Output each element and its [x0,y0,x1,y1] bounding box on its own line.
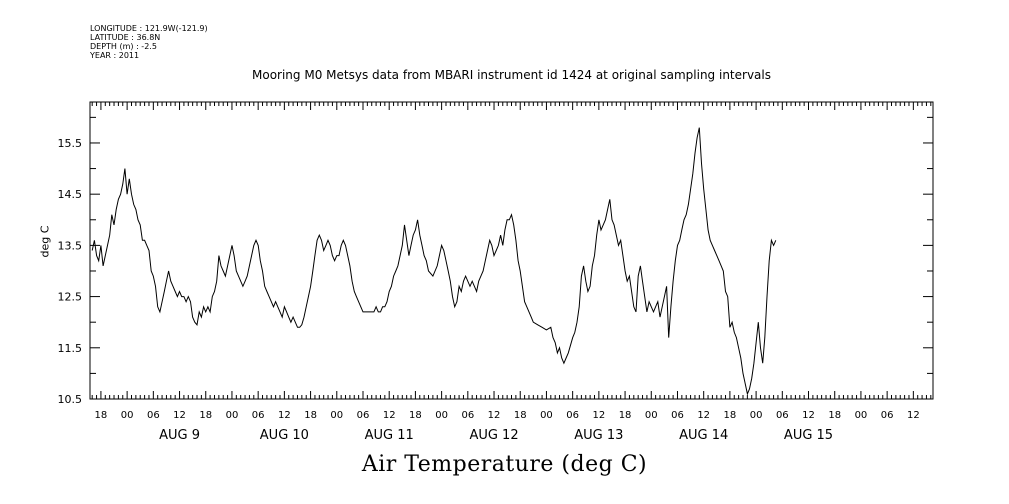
x-tick-label: 18 [828,410,841,421]
x-tick-label: 12 [488,410,501,421]
axis-ticks [90,102,933,400]
x-tick-label: 06 [461,410,474,421]
x-tick-label: 00 [855,410,868,421]
y-tick-label: 13.5 [58,239,83,252]
y-tick-label: 11.5 [58,342,83,355]
axis-tick-labels: 18 00 06 12 18 00 06 12 18 00 06 12 18 00 06 12 18 00 06 12… [58,137,920,443]
y-tick-label: 15.5 [58,137,83,150]
x-tick-label: 06 [252,410,265,421]
y-tick-label: 12.5 [58,291,83,304]
x-tick-label: 06 [881,410,894,421]
x-tick-label: 06 [776,410,789,421]
header-latitude: LATITUDE : 36.8N [90,33,161,42]
x-tick-label: 18 [304,410,317,421]
x-day-label: AUG 12 [469,428,518,443]
x-day-label: AUG 11 [365,428,414,443]
x-tick-label: 00 [435,410,448,421]
header-year: YEAR : 2011 [90,51,140,60]
x-day-label: AUG 10 [260,428,309,443]
x-tick-label: 06 [357,410,370,421]
x-tick-label: 12 [592,410,605,421]
x-tick-label: 00 [330,410,343,421]
x-tick-label: 18 [724,410,737,421]
x-tick-label: 06 [147,410,160,421]
x-day-label: AUG 15 [784,428,833,443]
x-day-label: AUG 9 [159,428,200,443]
x-tick-label: 00 [121,410,134,421]
x-tick-label: 06 [671,410,684,421]
plot-frame [89,101,934,400]
y-tick-label: 10.5 [58,393,83,406]
x-tick-label: 12 [383,410,396,421]
x-tick-label: 00 [540,410,553,421]
x-tick-label: 06 [566,410,579,421]
x-tick-label: 00 [226,410,239,421]
x-tick-label: 18 [409,410,422,421]
x-axis-title: Air Temperature (deg C) [361,452,648,477]
x-tick-label: 18 [514,410,527,421]
chart-title: Mooring M0 Metsys data from MBARI instru… [252,68,771,82]
x-tick-label: 18 [95,410,108,421]
x-tick-label: 12 [697,410,710,421]
header-depth: DEPTH (m) : -2.5 [90,42,157,51]
x-tick-label: 12 [173,410,186,421]
x-day-label: AUG 13 [574,428,623,443]
x-tick-label: 12 [278,410,291,421]
series-group [91,127,777,396]
series-line [91,127,777,396]
x-tick-label: 12 [802,410,815,421]
x-tick-label: 00 [645,410,658,421]
x-tick-label: 12 [907,410,920,421]
header-longitude: LONGITUDE : 121.9W(-121.9) [90,24,208,33]
x-day-label: AUG 14 [679,428,728,443]
x-tick-label: 18 [619,410,632,421]
x-tick-label: 00 [750,410,763,421]
x-tick-label: 18 [199,410,212,421]
y-tick-label: 14.5 [58,188,83,201]
